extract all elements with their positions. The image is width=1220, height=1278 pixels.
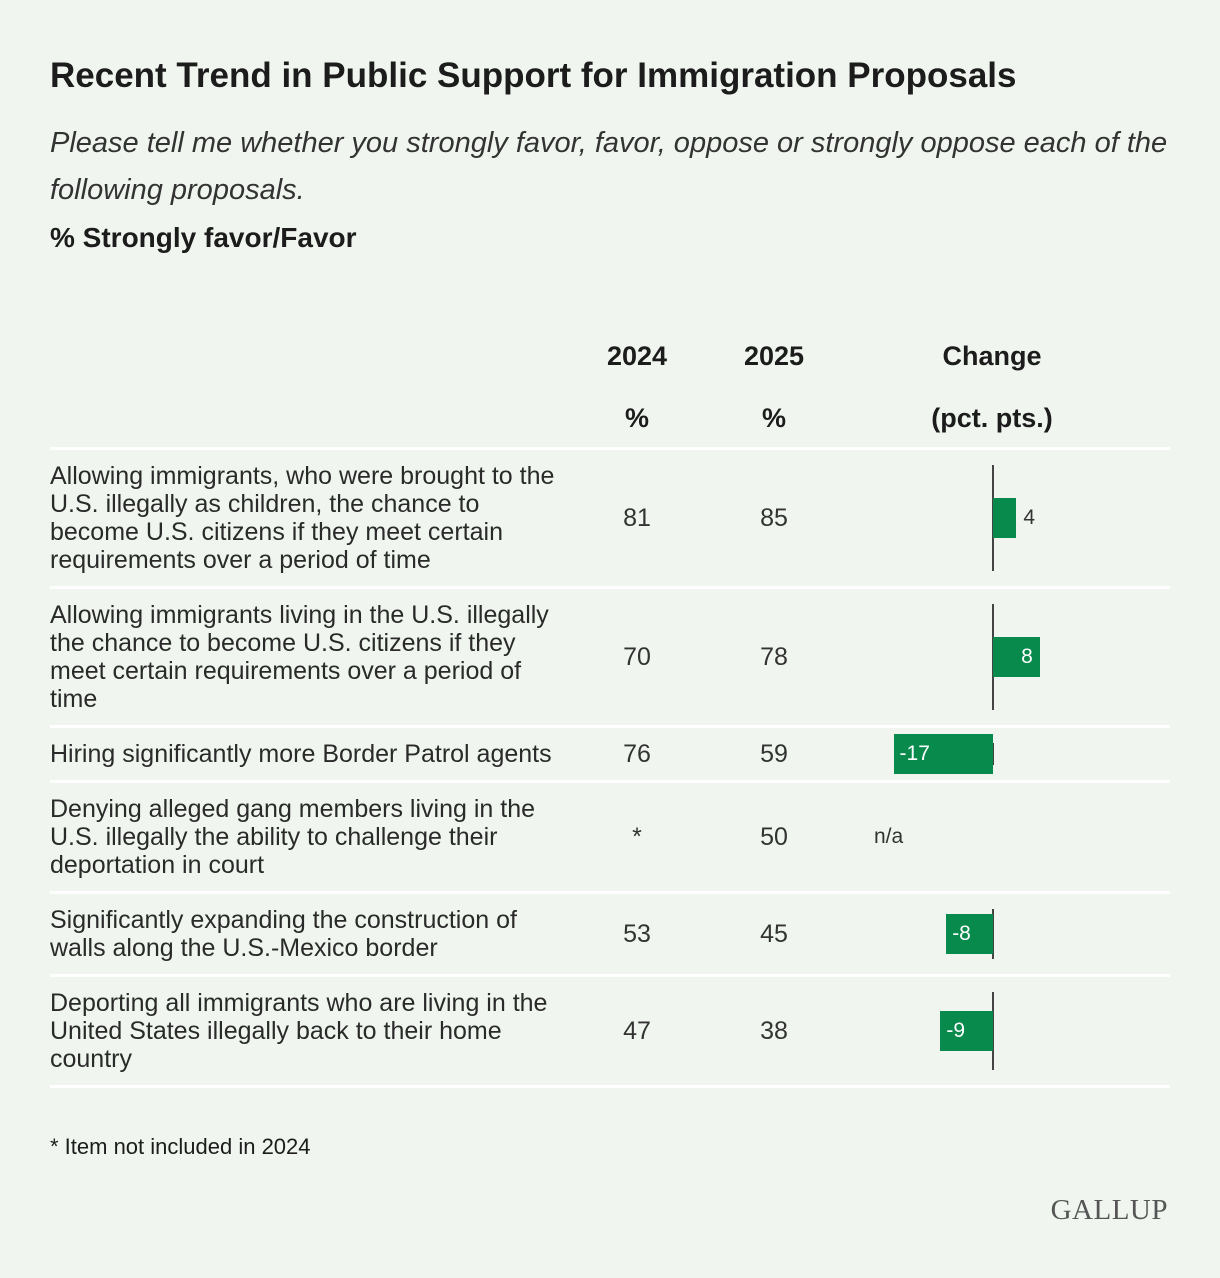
title: Recent Trend in Public Support for Immig… bbox=[50, 56, 1017, 95]
table-row: Allowing immigrants, who were brought to… bbox=[50, 450, 1170, 589]
change-cell: 4 bbox=[844, 450, 1140, 586]
change-bar bbox=[940, 1011, 993, 1051]
value-2024: 47 bbox=[623, 1016, 651, 1045]
change-label: n/a bbox=[874, 825, 904, 848]
column-header: 2024% bbox=[570, 325, 704, 447]
change-bar bbox=[993, 637, 1040, 677]
value-2024: 53 bbox=[623, 919, 651, 948]
change-label: -17 bbox=[899, 742, 930, 765]
value-2025: 78 bbox=[760, 642, 788, 671]
change-label: 4 bbox=[1023, 506, 1036, 529]
measure-label: % Strongly favor/Favor bbox=[50, 222, 357, 253]
value-2025: 59 bbox=[760, 739, 788, 768]
change-cell: -17 bbox=[844, 728, 1140, 780]
change-label: -9 bbox=[946, 1019, 966, 1042]
column-header: Change (pct. pts.) bbox=[844, 325, 1140, 447]
change-cell: -8 bbox=[844, 894, 1140, 974]
table-row: Hiring significantly more Border Patrol … bbox=[50, 728, 1170, 783]
row-label: Allowing immigrants, who were brought to… bbox=[50, 462, 555, 574]
header-row: 2024% 2025% Change (pct. pts.) bbox=[50, 325, 1170, 450]
row-label: Hiring significantly more Border Patrol … bbox=[50, 740, 552, 768]
value-2025: 50 bbox=[760, 822, 788, 851]
column-header: 2025% bbox=[704, 325, 844, 447]
logo: GALLUP bbox=[1050, 1194, 1168, 1226]
table-row: Significantly expanding the construction… bbox=[50, 894, 1170, 977]
value-2025: 38 bbox=[760, 1016, 788, 1045]
row-label: Denying alleged gang members living in t… bbox=[50, 795, 536, 879]
change-label: -8 bbox=[952, 922, 971, 945]
value-2025: 45 bbox=[760, 919, 788, 948]
change-cell: -9 bbox=[844, 977, 1140, 1085]
value-2024: 76 bbox=[623, 739, 651, 768]
value-2024: 81 bbox=[623, 503, 651, 532]
value-2024: 70 bbox=[623, 642, 651, 671]
value-2025: 85 bbox=[760, 503, 788, 532]
spacer bbox=[50, 325, 570, 447]
column-label: 2024 bbox=[606, 341, 668, 371]
row-label: Deporting all immigrants who are living … bbox=[50, 989, 548, 1073]
column-unit: % bbox=[624, 403, 649, 433]
table-row: Denying alleged gang members living in t… bbox=[50, 783, 1170, 894]
change-label: 8 bbox=[1021, 645, 1033, 668]
column-unit: % bbox=[761, 403, 786, 433]
zero-line bbox=[992, 992, 994, 1070]
table: 2024% 2025% Change (pct. pts.) Allowing immi… bbox=[50, 325, 1170, 1088]
change-cell: n/a bbox=[844, 783, 1140, 891]
footnote: * Item not included in 2024 bbox=[50, 1134, 311, 1159]
zero-line bbox=[992, 743, 994, 765]
change-bar bbox=[993, 498, 1017, 538]
zero-line bbox=[992, 909, 994, 959]
change-cell: 8 bbox=[844, 589, 1140, 725]
column-label: 2025 bbox=[743, 341, 805, 371]
value-2024: * bbox=[632, 822, 642, 851]
change-bar bbox=[946, 914, 993, 954]
column-unit: (pct. pts.) bbox=[931, 403, 1053, 433]
table-row: Allowing immigrants living in the U.S. i… bbox=[50, 589, 1170, 728]
row-label: Significantly expanding the construction… bbox=[50, 906, 517, 962]
change-bar bbox=[893, 734, 993, 774]
table-row: Deporting all immigrants who are living … bbox=[50, 977, 1170, 1088]
row-label: Allowing immigrants living in the U.S. i… bbox=[50, 601, 549, 713]
subtitle: Please tell me whether you strongly favo… bbox=[50, 127, 1168, 206]
column-label: Change bbox=[942, 341, 1042, 371]
